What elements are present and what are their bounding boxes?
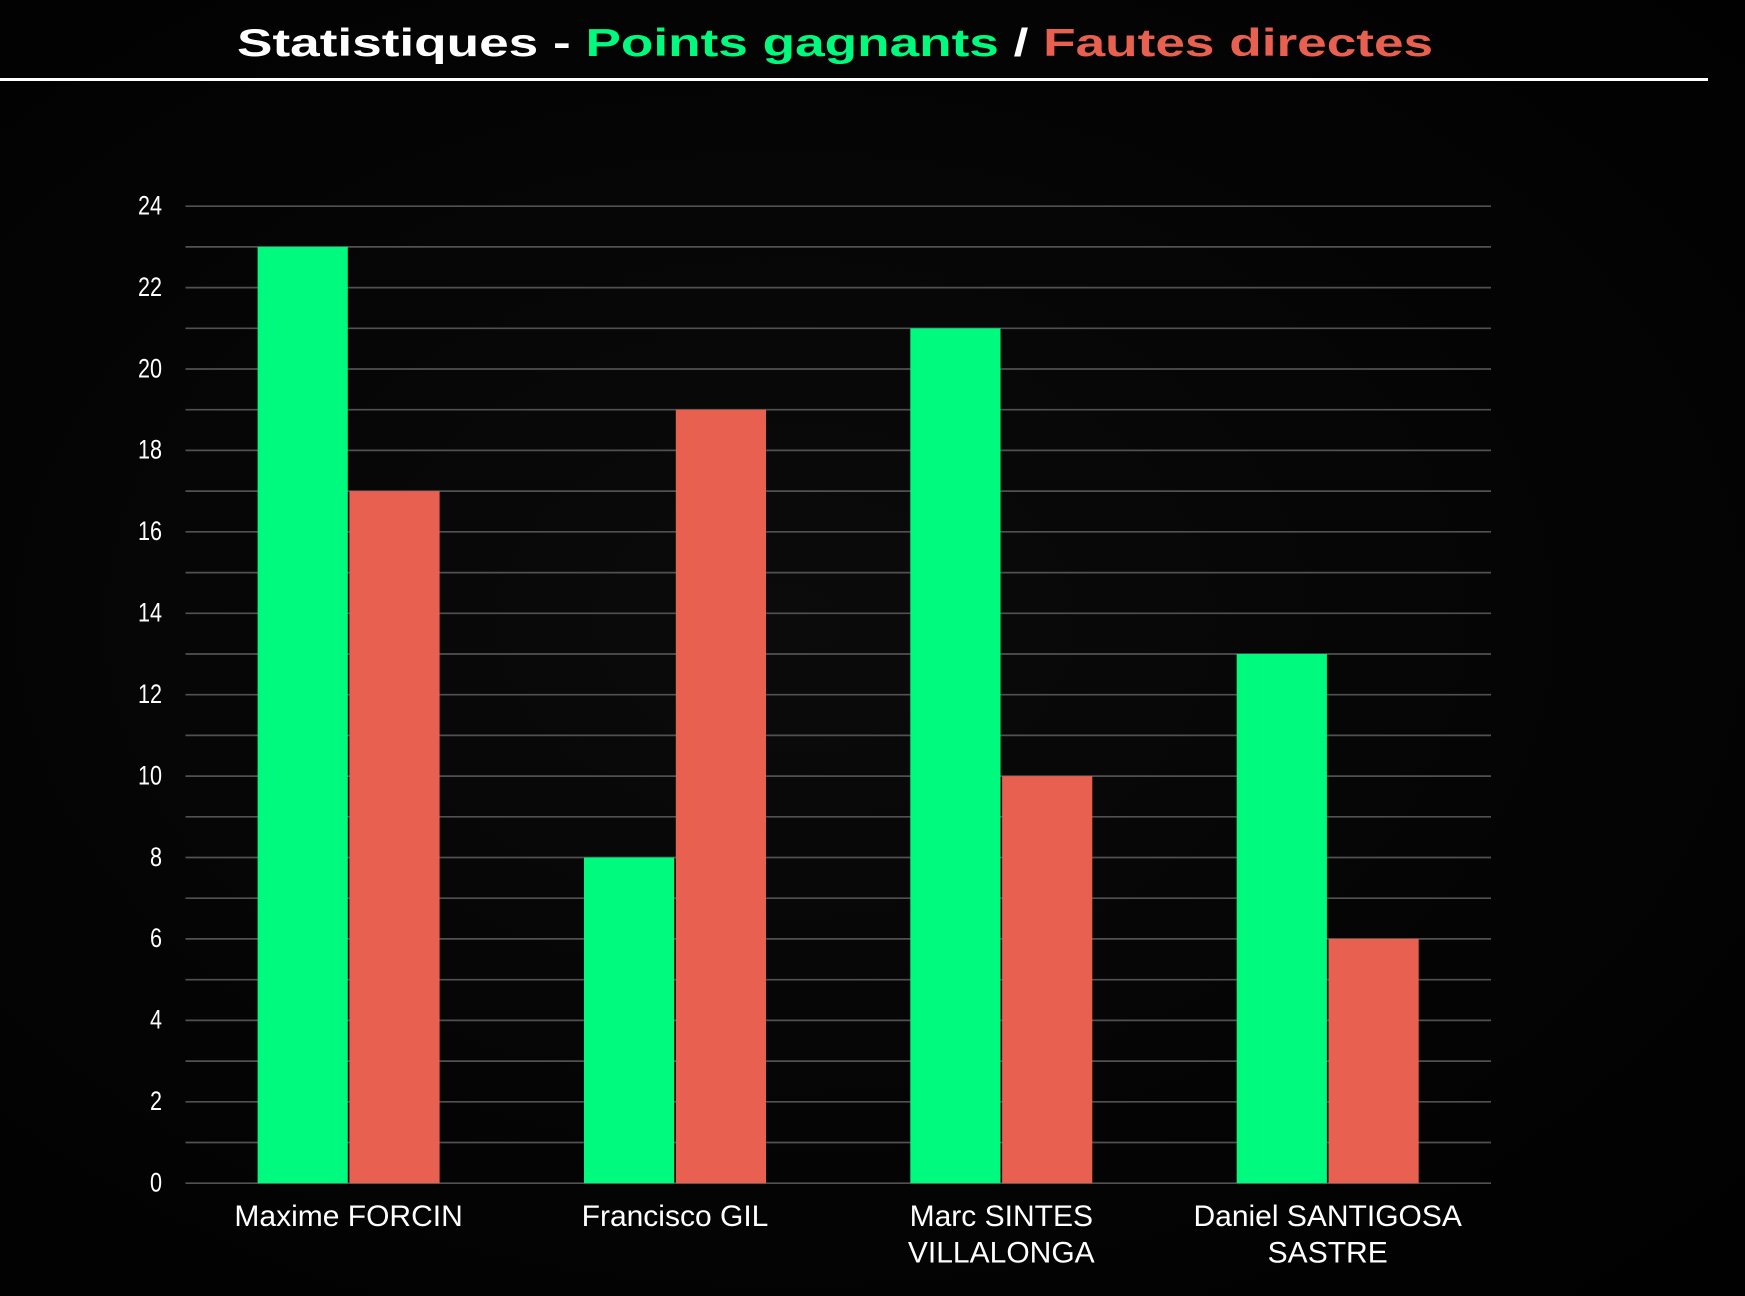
svg-text:SASTRE: SASTRE [1268,1237,1388,1270]
svg-text:10: 10 [138,761,162,791]
svg-text:8: 8 [150,843,162,873]
svg-text:22: 22 [138,273,162,303]
svg-text:24: 24 [138,191,162,221]
svg-text:VILLALONGA: VILLALONGA [908,1237,1095,1270]
svg-text:Maxime FORCIN: Maxime FORCIN [234,1200,462,1233]
svg-text:Francisco GIL: Francisco GIL [582,1200,769,1233]
svg-text:14: 14 [138,598,162,628]
svg-text:20: 20 [138,354,162,384]
svg-text:0: 0 [150,1168,162,1198]
svg-text:4: 4 [150,1005,162,1035]
svg-text:16: 16 [138,517,162,547]
svg-text:18: 18 [138,435,162,465]
svg-text:Daniel SANTIGOSA: Daniel SANTIGOSA [1193,1200,1461,1233]
svg-text:Marc SINTES: Marc SINTES [910,1200,1093,1233]
svg-text:6: 6 [150,924,162,954]
svg-text:2: 2 [150,1087,162,1117]
svg-text:12: 12 [138,680,162,710]
